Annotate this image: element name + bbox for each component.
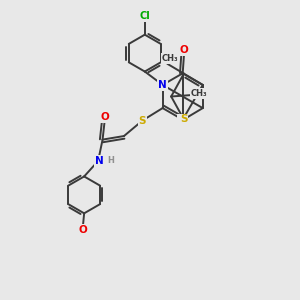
Text: O: O: [78, 225, 87, 235]
Text: O: O: [180, 45, 189, 56]
Text: Cl: Cl: [140, 11, 150, 21]
Text: H: H: [107, 156, 114, 165]
Text: S: S: [139, 116, 146, 126]
Text: O: O: [100, 112, 109, 122]
Text: N: N: [178, 115, 187, 125]
Text: N: N: [158, 80, 167, 90]
Text: CH₃: CH₃: [191, 89, 208, 98]
Text: S: S: [180, 114, 188, 124]
Text: CH₃: CH₃: [161, 54, 178, 63]
Text: N: N: [95, 156, 104, 166]
